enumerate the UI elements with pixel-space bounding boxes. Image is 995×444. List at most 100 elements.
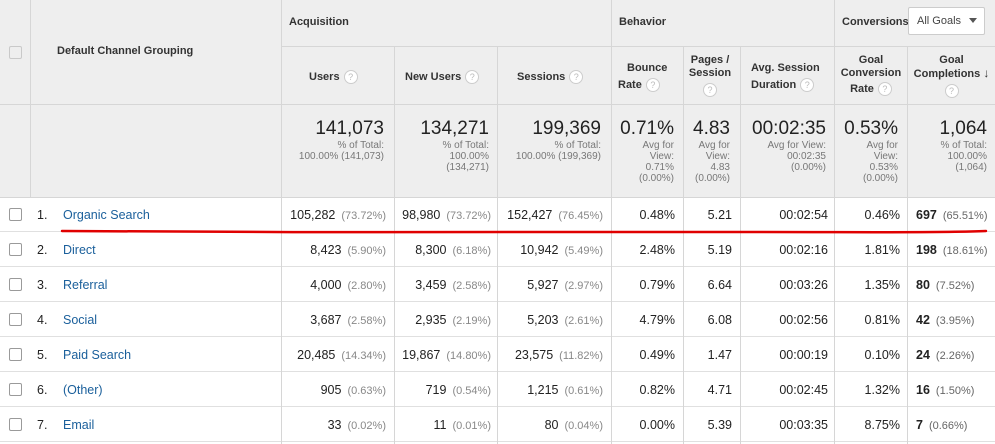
cell-goal-conversion-rate: 8.75% — [864, 418, 900, 432]
total-sessions: 199,369 % of Total: 100.00% (199,369) — [515, 118, 601, 162]
col-divider — [394, 47, 395, 444]
cell-new-users: 719 (0.54%) — [425, 383, 491, 397]
cell-new-users: 3,459 (2.58%) — [415, 278, 491, 292]
cell-goal-completions: 16 (1.50%) — [916, 383, 975, 397]
cell-new-users: 8,300 (6.18%) — [415, 243, 491, 257]
goal-select-dropdown[interactable]: All Goals — [908, 7, 985, 35]
cell-goal-conversion-rate: 1.81% — [864, 243, 900, 257]
goal-select-value: All Goals — [917, 15, 962, 27]
help-icon[interactable]: ? — [465, 70, 480, 84]
col-bounce-rate[interactable]: Bounce Rate? — [618, 62, 668, 93]
total-pages-session: 4.83 Avg for View: 4.83 (0.00%) — [693, 118, 730, 184]
channel-link[interactable]: Referral — [63, 278, 108, 292]
cell-pages-session: 5.39 — [707, 418, 732, 432]
cell-users: 20,485 (14.34%) — [297, 348, 386, 362]
col-avg-session-duration[interactable]: Avg. Session Duration? — [751, 62, 820, 93]
cell-bounce-rate: 0.48% — [639, 208, 675, 222]
dimension-header[interactable]: Default Channel Grouping — [57, 45, 194, 57]
cell-goal-conversion-rate: 0.46% — [864, 208, 900, 222]
channel-link[interactable]: (Other) — [63, 383, 103, 397]
row-checkbox[interactable] — [9, 278, 22, 291]
select-all-checkbox[interactable] — [9, 46, 22, 59]
group-conversions: Conversions — [842, 16, 909, 28]
help-icon[interactable]: ? — [800, 78, 815, 93]
cell-goal-completions: 7 (0.66%) — [916, 418, 968, 432]
row-checkbox[interactable] — [9, 243, 22, 256]
cell-sessions: 80 (0.04%) — [544, 418, 603, 432]
cell-goal-conversion-rate: 1.35% — [864, 278, 900, 292]
cell-new-users: 19,867 (14.80%) — [402, 348, 491, 362]
row-divider — [0, 197, 995, 198]
help-icon[interactable]: ? — [877, 82, 892, 96]
cell-users: 33 (0.02%) — [327, 418, 386, 432]
row-checkbox[interactable] — [9, 383, 22, 396]
help-icon[interactable]: ? — [569, 70, 584, 84]
cell-bounce-rate: 0.82% — [639, 383, 675, 397]
help-icon[interactable]: ? — [645, 78, 660, 93]
help-icon[interactable]: ? — [703, 83, 717, 97]
cell-new-users: 11 (0.01%) — [433, 418, 491, 432]
cell-bounce-rate: 4.79% — [639, 313, 675, 327]
col-divider — [907, 47, 908, 444]
row-divider — [281, 46, 995, 47]
cell-sessions: 5,203 (2.61%) — [527, 313, 603, 327]
col-new-users[interactable]: New Users? — [405, 70, 480, 84]
cell-avg-session-duration: 00:03:35 — [779, 418, 828, 432]
channel-link[interactable]: Organic Search — [63, 208, 150, 222]
row-checkbox[interactable] — [9, 348, 22, 361]
cell-bounce-rate: 0.00% — [639, 418, 675, 432]
col-users[interactable]: Users? — [309, 70, 358, 84]
row-checkbox[interactable] — [9, 208, 22, 221]
cell-users: 8,423 (5.90%) — [310, 243, 386, 257]
help-icon[interactable]: ? — [343, 70, 358, 84]
channel-link[interactable]: Social — [63, 313, 98, 327]
col-goal-completions[interactable]: Goal Completions ↓ ? — [913, 54, 990, 98]
row-checkbox[interactable] — [9, 313, 22, 326]
cell-goal-conversion-rate: 0.10% — [864, 348, 900, 362]
cell-pages-session: 5.21 — [707, 208, 732, 222]
sort-desc-icon[interactable]: ↓ — [983, 66, 990, 80]
cell-avg-session-duration: 00:02:16 — [779, 243, 828, 257]
cell-goal-completions: 24 (2.26%) — [916, 348, 975, 362]
cell-goal-completions: 198 (18.61%) — [916, 243, 988, 257]
col-pages-session[interactable]: Pages / Session ? — [688, 54, 732, 97]
cell-avg-session-duration: 00:02:45 — [779, 383, 828, 397]
col-goal-conversion-rate[interactable]: Goal Conversion Rate? — [840, 54, 902, 96]
channel-link[interactable]: Direct — [63, 243, 96, 257]
col-sessions[interactable]: Sessions? — [517, 70, 584, 84]
cell-avg-session-duration: 00:02:54 — [779, 208, 828, 222]
cell-sessions: 1,215 (0.61%) — [527, 383, 603, 397]
table-row: 7. Email 33 (0.02%) 11 (0.01%) 80 (0.04%) 0.00% 5… — [0, 407, 995, 442]
cell-goal-completions: 80 (7.52%) — [916, 278, 975, 292]
row-index: 1. — [37, 208, 48, 222]
col-divider — [740, 47, 741, 444]
cell-users: 4,000 (2.80%) — [310, 278, 386, 292]
cell-pages-session: 4.71 — [707, 383, 732, 397]
cell-users: 3,687 (2.58%) — [310, 313, 386, 327]
cell-goal-completions: 697 (65.51%) — [916, 208, 988, 222]
col-divider — [497, 47, 498, 444]
col-divider — [683, 47, 684, 444]
cell-avg-session-duration: 00:02:56 — [779, 313, 828, 327]
row-index: 4. — [37, 313, 48, 327]
cell-avg-session-duration: 00:03:26 — [779, 278, 828, 292]
cell-goal-conversion-rate: 0.81% — [864, 313, 900, 327]
group-acquisition: Acquisition — [289, 16, 349, 28]
cell-goal-conversion-rate: 1.32% — [864, 383, 900, 397]
channel-link[interactable]: Paid Search — [63, 348, 132, 362]
channel-link[interactable]: Email — [63, 418, 95, 432]
cell-sessions: 5,927 (2.97%) — [527, 278, 603, 292]
cell-pages-session: 5.19 — [707, 243, 732, 257]
cell-avg-session-duration: 00:00:19 — [779, 348, 828, 362]
cell-pages-session: 6.08 — [707, 313, 732, 327]
row-checkbox[interactable] — [9, 418, 22, 431]
col-divider — [611, 0, 612, 444]
chevron-down-icon — [969, 18, 977, 23]
cell-sessions: 23,575 (11.82%) — [514, 348, 603, 362]
cell-users: 905 (0.63%) — [320, 383, 386, 397]
cell-users: 105,282 (73.72%) — [290, 208, 386, 222]
total-goal-conversion-rate: 0.53% Avg for View: 0.53% (0.00%) — [844, 118, 898, 184]
help-icon[interactable]: ? — [944, 84, 959, 98]
row-index: 5. — [37, 348, 48, 362]
